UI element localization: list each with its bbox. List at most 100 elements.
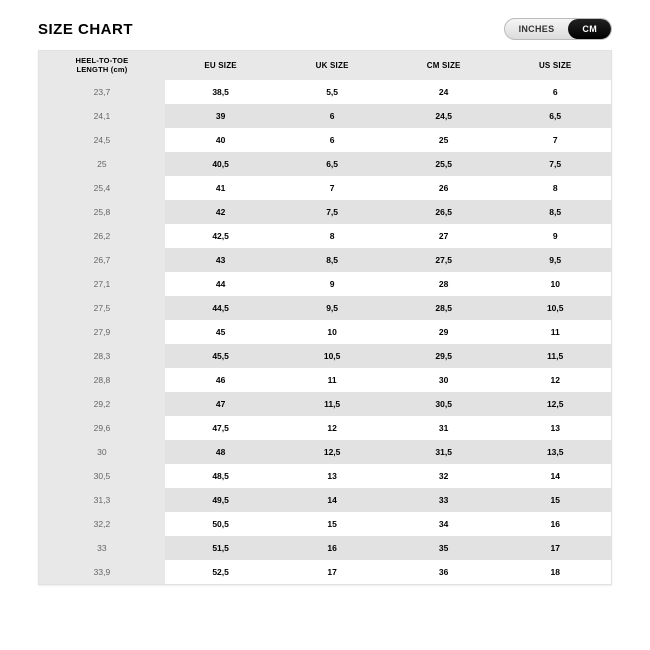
table-cell: 7,5	[499, 152, 611, 176]
table-cell: 5,5	[276, 80, 388, 104]
table-cell: 9	[499, 224, 611, 248]
table-cell: 24,5	[388, 104, 500, 128]
size-chart-container: SIZE CHART INCHES CM HEEL-TO-TOE LENGTH …	[0, 0, 650, 585]
table-cell: 33	[388, 488, 500, 512]
table-cell: 11,5	[276, 392, 388, 416]
table-cell: 26,5	[388, 200, 500, 224]
table-cell: 28,8	[39, 368, 165, 392]
table-cell: 12,5	[276, 440, 388, 464]
table-cell: 8	[276, 224, 388, 248]
table-cell: 40,5	[165, 152, 277, 176]
table-cell: 24,1	[39, 104, 165, 128]
table-cell: 6	[276, 104, 388, 128]
table-cell: 33,9	[39, 560, 165, 584]
table-cell: 30	[388, 368, 500, 392]
table-row: 24,5406257	[39, 128, 611, 152]
table-cell: 17	[499, 536, 611, 560]
table-row: 3351,5163517	[39, 536, 611, 560]
table-cell: 26,7	[39, 248, 165, 272]
table-cell: 52,5	[165, 560, 277, 584]
column-header: EU SIZE	[165, 51, 277, 80]
table-cell: 43	[165, 248, 277, 272]
table-cell: 27,1	[39, 272, 165, 296]
table-cell: 7	[276, 176, 388, 200]
table-row: 304812,531,513,5	[39, 440, 611, 464]
table-cell: 25,8	[39, 200, 165, 224]
table-cell: 12	[276, 416, 388, 440]
table-cell: 18	[499, 560, 611, 584]
table-cell: 31	[388, 416, 500, 440]
table-cell: 11,5	[499, 344, 611, 368]
table-cell: 32,2	[39, 512, 165, 536]
table-cell: 28,3	[39, 344, 165, 368]
table-row: 25,4417268	[39, 176, 611, 200]
table-cell: 47,5	[165, 416, 277, 440]
table-cell: 42	[165, 200, 277, 224]
table-cell: 50,5	[165, 512, 277, 536]
table-cell: 29,2	[39, 392, 165, 416]
table-cell: 9,5	[276, 296, 388, 320]
table-cell: 10	[276, 320, 388, 344]
table-cell: 45,5	[165, 344, 277, 368]
table-row: 32,250,5153416	[39, 512, 611, 536]
table-row: 30,548,5133214	[39, 464, 611, 488]
table-cell: 17	[276, 560, 388, 584]
table-cell: 31,5	[388, 440, 500, 464]
table-cell: 7	[499, 128, 611, 152]
column-header: CM SIZE	[388, 51, 500, 80]
table-cell: 6,5	[499, 104, 611, 128]
table-cell: 41	[165, 176, 277, 200]
table-cell: 26	[388, 176, 500, 200]
column-header: HEEL-TO-TOE LENGTH (cm)	[39, 51, 165, 80]
table-cell: 34	[388, 512, 500, 536]
table-cell: 27,5	[388, 248, 500, 272]
table-cell: 49,5	[165, 488, 277, 512]
table-cell: 10,5	[276, 344, 388, 368]
table-row: 23,738,55,5246	[39, 80, 611, 104]
toggle-cm-button[interactable]: CM	[568, 19, 611, 39]
table-cell: 6,5	[276, 152, 388, 176]
table-cell: 39	[165, 104, 277, 128]
table-cell: 7,5	[276, 200, 388, 224]
table-cell: 10	[499, 272, 611, 296]
table-cell: 25	[388, 128, 500, 152]
table-body: 23,738,55,524624,139624,56,524,540625725…	[39, 80, 611, 584]
table-cell: 25,5	[388, 152, 500, 176]
table-cell: 35	[388, 536, 500, 560]
table-cell: 8	[499, 176, 611, 200]
table-cell: 6	[499, 80, 611, 104]
table-cell: 10,5	[499, 296, 611, 320]
table-row: 33,952,5173618	[39, 560, 611, 584]
table-cell: 24	[388, 80, 500, 104]
table-cell: 28,5	[388, 296, 500, 320]
table-cell: 13,5	[499, 440, 611, 464]
table-cell: 12,5	[499, 392, 611, 416]
table-cell: 44,5	[165, 296, 277, 320]
table-cell: 24,5	[39, 128, 165, 152]
toggle-inches-button[interactable]: INCHES	[505, 19, 569, 39]
table-row: 27,544,59,528,510,5	[39, 296, 611, 320]
table-cell: 8,5	[276, 248, 388, 272]
column-header: US SIZE	[499, 51, 611, 80]
table-cell: 29	[388, 320, 500, 344]
table-cell: 8,5	[499, 200, 611, 224]
table-cell: 31,3	[39, 488, 165, 512]
table-cell: 51,5	[165, 536, 277, 560]
table-cell: 9	[276, 272, 388, 296]
table-cell: 42,5	[165, 224, 277, 248]
table-row: 28,345,510,529,511,5	[39, 344, 611, 368]
table-cell: 30,5	[388, 392, 500, 416]
page-title: SIZE CHART	[38, 21, 133, 38]
table-cell: 33	[39, 536, 165, 560]
table-cell: 29,5	[388, 344, 500, 368]
unit-toggle: INCHES CM	[504, 18, 612, 40]
table-cell: 11	[499, 320, 611, 344]
table-row: 26,242,58279	[39, 224, 611, 248]
table-row: 2540,56,525,57,5	[39, 152, 611, 176]
table-cell: 32	[388, 464, 500, 488]
table-cell: 16	[276, 536, 388, 560]
table-cell: 48	[165, 440, 277, 464]
table-row: 27,945102911	[39, 320, 611, 344]
table-cell: 26,2	[39, 224, 165, 248]
table-cell: 27	[388, 224, 500, 248]
